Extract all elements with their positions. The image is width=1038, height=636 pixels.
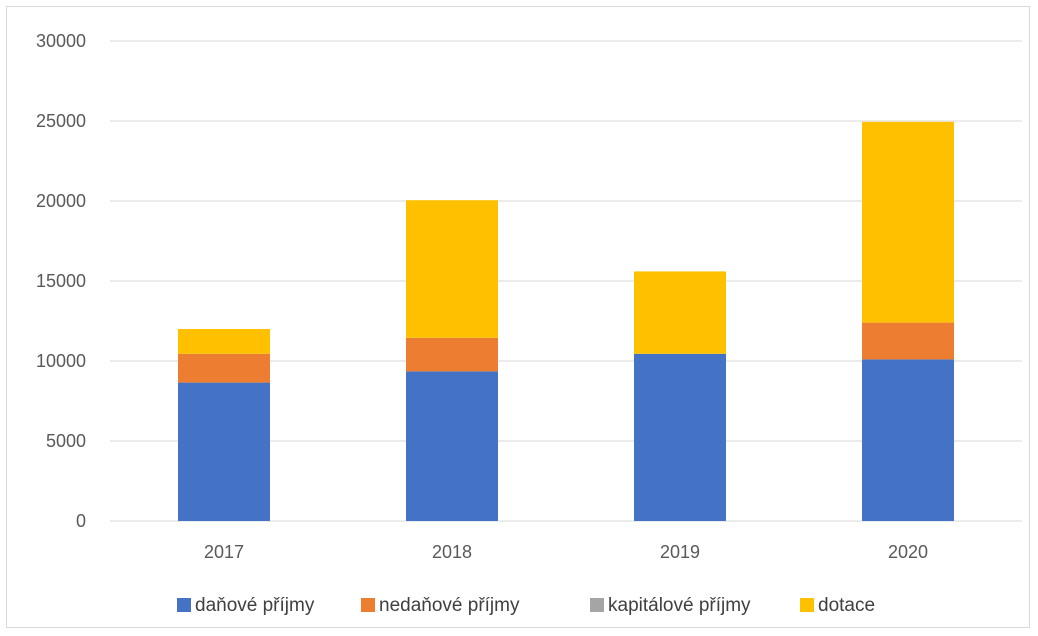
y-tick-label: 15000	[36, 271, 86, 291]
chart-frame	[6, 6, 1030, 628]
bar-2020-series-1	[862, 322, 954, 360]
legend-swatch-1	[361, 598, 375, 612]
bar-2017-series-3	[178, 329, 270, 354]
legend-swatch-3	[800, 598, 814, 612]
bar-2017-series-1	[178, 353, 270, 383]
legend-label-1: nedaňové příjmy	[379, 595, 520, 616]
bar-2019-series-3	[634, 271, 726, 354]
bar-2017-series-0	[178, 382, 270, 521]
bar-2020-series-0	[862, 359, 954, 521]
x-tick-label: 2017	[204, 542, 244, 562]
y-tick-label: 25000	[36, 111, 86, 131]
y-tick-label: 0	[76, 511, 86, 531]
bar-2018-series-3	[406, 200, 498, 338]
legend-swatch-2	[590, 598, 604, 612]
bar-2019-series-0	[634, 353, 726, 521]
x-tick-label: 2020	[888, 542, 928, 562]
y-tick-label: 5000	[46, 431, 86, 451]
x-tick-label: 2019	[660, 542, 700, 562]
y-tick-label: 20000	[36, 191, 86, 211]
legend-label-3: dotace	[818, 595, 875, 616]
bar-2018-series-0	[406, 371, 498, 521]
legend-label-2: kapitálové příjmy	[608, 595, 751, 616]
legend: daňové příjmy nedaňové příjmy kapitálové p…	[177, 595, 875, 616]
y-axis-ticks: 0 5000 10000 15000 20000 25000 30000	[36, 31, 86, 531]
x-tick-label: 2018	[432, 542, 472, 562]
legend-swatch-0	[177, 598, 191, 612]
y-tick-label: 30000	[36, 31, 86, 51]
bar-2018-series-1	[406, 337, 498, 372]
y-tick-label: 10000	[36, 351, 86, 371]
bar-2020-series-3	[862, 121, 954, 323]
legend-label-0: daňové příjmy	[195, 595, 315, 616]
x-axis-ticks: 2017 2018 2019 2020	[204, 542, 928, 562]
bars	[178, 121, 954, 521]
